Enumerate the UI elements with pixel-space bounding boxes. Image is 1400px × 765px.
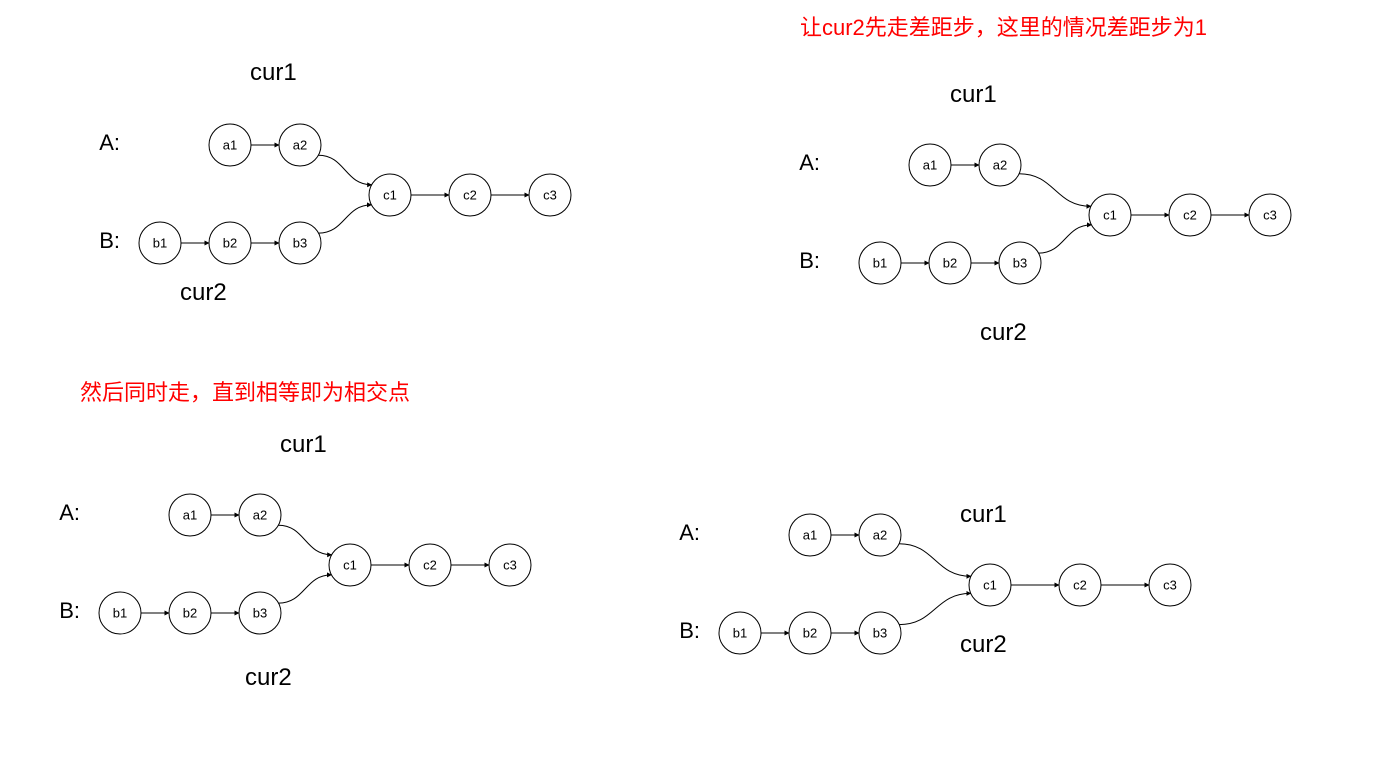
node-a2: a2 bbox=[859, 514, 901, 556]
cur2-label: cur2 bbox=[245, 664, 292, 691]
cur1-label: cur1 bbox=[960, 501, 1007, 528]
node-c2: c2 bbox=[449, 174, 491, 216]
panel-p1: a1 a2 b1 b2 b3 c1 c2 c3 A: B: cur1 cur2 bbox=[99, 59, 571, 306]
node-label: c3 bbox=[503, 558, 517, 573]
label-a: A: bbox=[99, 130, 120, 155]
node-label: c3 bbox=[1163, 578, 1177, 593]
node-c1: c1 bbox=[1089, 194, 1131, 236]
node-label: c2 bbox=[463, 188, 477, 203]
label-b: B: bbox=[99, 228, 120, 253]
panel-p3: a1 a2 b1 b2 b3 c1 c2 c3 A: B: cur1 cur2 然后同时走，直到相等即为… bbox=[59, 380, 531, 691]
node-label: b1 bbox=[113, 606, 127, 621]
node-label: b1 bbox=[873, 256, 887, 271]
node-label: b3 bbox=[253, 606, 267, 621]
node-label: b3 bbox=[1013, 256, 1027, 271]
node-b2: b2 bbox=[169, 592, 211, 634]
node-c1: c1 bbox=[969, 564, 1011, 606]
node-label: a2 bbox=[993, 158, 1007, 173]
label-b: B: bbox=[799, 248, 820, 273]
node-c3: c3 bbox=[489, 544, 531, 586]
cur1-label: cur1 bbox=[950, 81, 997, 108]
edge-a2-c1 bbox=[318, 155, 371, 185]
node-b3: b3 bbox=[999, 242, 1041, 284]
node-label: b3 bbox=[293, 236, 307, 251]
node-a1: a1 bbox=[789, 514, 831, 556]
panel-p2: a1 a2 b1 b2 b3 c1 c2 c3 A: B: cur1 cur2 让cur2先走差距步，这… bbox=[799, 15, 1291, 346]
node-a1: a1 bbox=[209, 124, 251, 166]
node-label: c3 bbox=[543, 188, 557, 203]
node-label: b3 bbox=[873, 626, 887, 641]
node-label: a2 bbox=[293, 138, 307, 153]
node-b3: b3 bbox=[859, 612, 901, 654]
node-label: c1 bbox=[983, 578, 997, 593]
label-a: A: bbox=[679, 520, 700, 545]
label-b: B: bbox=[679, 618, 700, 643]
cur2-label: cur2 bbox=[980, 319, 1027, 346]
node-label: a1 bbox=[183, 508, 197, 523]
caption: 让cur2先走差距步，这里的情况差距步为1 bbox=[800, 15, 1207, 40]
node-c2: c2 bbox=[1169, 194, 1211, 236]
node-c3: c3 bbox=[1149, 564, 1191, 606]
node-label: c2 bbox=[1073, 578, 1087, 593]
node-c1: c1 bbox=[329, 544, 371, 586]
node-label: b2 bbox=[803, 626, 817, 641]
label-b: B: bbox=[59, 598, 80, 623]
panel-p4: a1 a2 b1 b2 b3 c1 c2 c3 A: B: cur1 cur2 bbox=[679, 501, 1191, 658]
cur2-label: cur2 bbox=[180, 279, 227, 306]
node-c2: c2 bbox=[1059, 564, 1101, 606]
node-label: c2 bbox=[1183, 208, 1197, 223]
node-c2: c2 bbox=[409, 544, 451, 586]
node-label: b1 bbox=[733, 626, 747, 641]
node-b1: b1 bbox=[99, 592, 141, 634]
caption: 然后同时走，直到相等即为相交点 bbox=[80, 380, 410, 405]
node-a2: a2 bbox=[279, 124, 321, 166]
node-a1: a1 bbox=[169, 494, 211, 536]
node-label: c1 bbox=[343, 558, 357, 573]
node-label: a1 bbox=[803, 528, 817, 543]
node-label: c2 bbox=[423, 558, 437, 573]
node-b2: b2 bbox=[929, 242, 971, 284]
node-label: b2 bbox=[183, 606, 197, 621]
node-b1: b1 bbox=[859, 242, 901, 284]
node-label: b2 bbox=[223, 236, 237, 251]
node-a2: a2 bbox=[239, 494, 281, 536]
node-label: a2 bbox=[873, 528, 887, 543]
label-a: A: bbox=[59, 500, 80, 525]
node-label: a2 bbox=[253, 508, 267, 523]
edge-b3-c1 bbox=[1039, 225, 1092, 253]
node-c1: c1 bbox=[369, 174, 411, 216]
edge-a2-c1 bbox=[1019, 174, 1091, 207]
label-a: A: bbox=[799, 150, 820, 175]
cur1-label: cur1 bbox=[250, 59, 297, 86]
node-b3: b3 bbox=[239, 592, 281, 634]
node-label: a1 bbox=[223, 138, 237, 153]
node-label: c1 bbox=[383, 188, 397, 203]
node-a1: a1 bbox=[909, 144, 951, 186]
edge-b3-c1 bbox=[899, 593, 971, 624]
edge-b3-c1 bbox=[319, 205, 372, 233]
node-b3: b3 bbox=[279, 222, 321, 264]
node-label: a1 bbox=[923, 158, 937, 173]
node-a2: a2 bbox=[979, 144, 1021, 186]
cur1-label: cur1 bbox=[280, 431, 327, 458]
edge-a2-c1 bbox=[899, 544, 971, 577]
node-b1: b1 bbox=[139, 222, 181, 264]
node-label: b1 bbox=[153, 236, 167, 251]
node-b2: b2 bbox=[789, 612, 831, 654]
node-label: b2 bbox=[943, 256, 957, 271]
edge-a2-c1 bbox=[278, 525, 331, 555]
node-c3: c3 bbox=[1249, 194, 1291, 236]
node-b2: b2 bbox=[209, 222, 251, 264]
node-b1: b1 bbox=[719, 612, 761, 654]
diagram-canvas: a1 a2 b1 b2 b3 c1 c2 c3 A: B: cur1 cur2 a1 a2 b1 b2 b3 c1… bbox=[0, 0, 1400, 765]
node-label: c3 bbox=[1263, 208, 1277, 223]
edge-b3-c1 bbox=[279, 575, 332, 603]
node-c3: c3 bbox=[529, 174, 571, 216]
cur2-label: cur2 bbox=[960, 631, 1007, 658]
node-label: c1 bbox=[1103, 208, 1117, 223]
